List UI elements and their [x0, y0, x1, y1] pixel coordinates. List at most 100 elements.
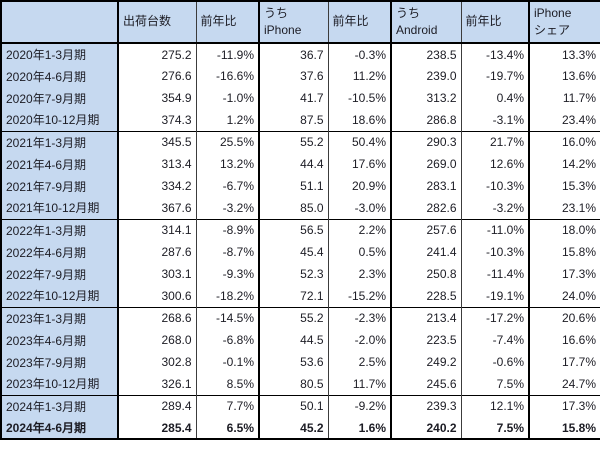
data-cell: 13.6% — [529, 65, 600, 87]
data-cell: -10.3% — [461, 241, 530, 263]
data-cell: 15.3% — [529, 175, 600, 197]
row-period-cell: 2023年7-9月期 — [1, 351, 119, 373]
table-row: 2021年4-6月期 313.4 13.2% 44.4 17.6% 269.0 12.6% 1… — [1, 153, 600, 175]
data-cell: -9.2% — [328, 395, 392, 417]
data-cell: 11.7% — [328, 373, 392, 395]
data-cell: 23.4% — [529, 109, 600, 131]
data-cell: 286.8 — [391, 109, 462, 131]
data-cell: -10.5% — [328, 87, 392, 109]
data-cell: 269.0 — [391, 153, 462, 175]
data-cell: 7.5% — [461, 417, 530, 439]
data-cell: 334.2 — [118, 175, 197, 197]
data-cell: 1.6% — [328, 417, 392, 439]
data-cell: 41.7 — [259, 87, 329, 109]
data-cell: 313.2 — [391, 87, 462, 109]
data-cell: 72.1 — [259, 285, 329, 307]
data-cell: 17.6% — [328, 153, 392, 175]
data-cell: -19.1% — [461, 285, 530, 307]
data-cell: 276.6 — [118, 65, 197, 87]
column-header: うち Android — [391, 1, 462, 43]
data-cell: 241.4 — [391, 241, 462, 263]
row-period-cell: 2022年4-6月期 — [1, 241, 119, 263]
table-row: 2023年4-6月期 268.0 -6.8% 44.5 -2.0% 223.5 -7.4% 1… — [1, 329, 600, 351]
data-cell: 287.6 — [118, 241, 197, 263]
table-row: 2020年10-12月期 374.3 1.2% 87.5 18.6% 286.8 -3.1%… — [1, 109, 600, 131]
data-cell: 213.4 — [391, 307, 462, 329]
data-cell: 239.3 — [391, 395, 462, 417]
data-cell: 326.1 — [118, 373, 197, 395]
table-row: 2021年10-12月期 367.6 -3.2% 85.0 -3.0% 282.6 -3.2… — [1, 197, 600, 219]
data-cell: 18.0% — [529, 219, 600, 241]
data-cell: 20.9% — [328, 175, 392, 197]
data-cell: 6.5% — [196, 417, 260, 439]
column-header: 前年比 — [196, 1, 260, 43]
data-cell: 367.6 — [118, 197, 197, 219]
row-period-cell: 2024年4-6月期 — [1, 417, 119, 439]
row-period-cell: 2020年4-6月期 — [1, 65, 119, 87]
data-cell: -11.0% — [461, 219, 530, 241]
table-row: 2022年10-12月期 300.6 -18.2% 72.1 -15.2% 228.5 -1… — [1, 285, 600, 307]
table-row: 2024年1-3月期 289.4 7.7% 50.1 -9.2% 239.3 12.1% 17… — [1, 395, 600, 417]
data-cell: 8.5% — [196, 373, 260, 395]
data-cell: -3.2% — [461, 197, 530, 219]
data-cell: 55.2 — [259, 307, 329, 329]
data-cell: 354.9 — [118, 87, 197, 109]
data-cell: 12.6% — [461, 153, 530, 175]
data-cell: 44.5 — [259, 329, 329, 351]
data-cell: 15.8% — [529, 241, 600, 263]
data-cell: 16.6% — [529, 329, 600, 351]
row-period-cell: 2020年7-9月期 — [1, 87, 119, 109]
row-period-cell: 2021年10-12月期 — [1, 197, 119, 219]
data-cell: 24.0% — [529, 285, 600, 307]
data-cell: 282.6 — [391, 197, 462, 219]
table-row: 2021年1-3月期 345.5 25.5% 55.2 50.4% 290.3 21.7% 1… — [1, 131, 600, 153]
data-cell: -8.9% — [196, 219, 260, 241]
data-cell: 228.5 — [391, 285, 462, 307]
table-row: 2023年10-12月期 326.1 8.5% 80.5 11.7% 245.6 7.5% 2… — [1, 373, 600, 395]
data-cell: 314.1 — [118, 219, 197, 241]
data-cell: 52.3 — [259, 263, 329, 285]
data-cell: 302.8 — [118, 351, 197, 373]
data-cell: 45.2 — [259, 417, 329, 439]
data-cell: 51.1 — [259, 175, 329, 197]
table-header: 出荷台数 前年比 うち iPhone 前年比 うち Android 前年比 iPhone シ… — [1, 1, 600, 43]
data-cell: 13.3% — [529, 43, 600, 65]
data-cell: 25.5% — [196, 131, 260, 153]
table-row: 2024年4-6月期 285.4 6.5% 45.2 1.6% 240.2 7.5% 15.8… — [1, 417, 600, 439]
data-cell: 45.4 — [259, 241, 329, 263]
data-cell: 2.3% — [328, 263, 392, 285]
data-cell: 0.5% — [328, 241, 392, 263]
data-cell: -16.6% — [196, 65, 260, 87]
data-cell: -3.1% — [461, 109, 530, 131]
data-cell: -13.4% — [461, 43, 530, 65]
data-cell: 13.2% — [196, 153, 260, 175]
data-cell: -0.6% — [461, 351, 530, 373]
row-period-cell: 2024年1-3月期 — [1, 395, 119, 417]
data-cell: -3.0% — [328, 197, 392, 219]
data-cell: 250.8 — [391, 263, 462, 285]
data-cell: 44.4 — [259, 153, 329, 175]
data-cell: -6.7% — [196, 175, 260, 197]
table-row: 2020年7-9月期 354.9 -1.0% 41.7 -10.5% 313.2 0.4% 1… — [1, 87, 600, 109]
data-cell: -18.2% — [196, 285, 260, 307]
data-cell: -11.4% — [461, 263, 530, 285]
data-cell: 2.5% — [328, 351, 392, 373]
data-cell: -7.4% — [461, 329, 530, 351]
table-row: 2022年1-3月期 314.1 -8.9% 56.5 2.2% 257.6 -11.0% 1… — [1, 219, 600, 241]
data-cell: 50.4% — [328, 131, 392, 153]
data-cell: -14.5% — [196, 307, 260, 329]
data-cell: 53.6 — [259, 351, 329, 373]
data-cell: 345.5 — [118, 131, 197, 153]
data-cell: 300.6 — [118, 285, 197, 307]
data-cell: 257.6 — [391, 219, 462, 241]
row-period-cell: 2021年4-6月期 — [1, 153, 119, 175]
table-row: 2022年4-6月期 287.6 -8.7% 45.4 0.5% 241.4 -10.3% 1… — [1, 241, 600, 263]
data-cell: -10.3% — [461, 175, 530, 197]
data-cell: 12.1% — [461, 395, 530, 417]
data-cell: 56.5 — [259, 219, 329, 241]
row-period-cell: 2020年1-3月期 — [1, 43, 119, 65]
row-period-cell: 2020年10-12月期 — [1, 109, 119, 131]
data-cell: 223.5 — [391, 329, 462, 351]
data-cell: -1.0% — [196, 87, 260, 109]
data-cell: 23.1% — [529, 197, 600, 219]
